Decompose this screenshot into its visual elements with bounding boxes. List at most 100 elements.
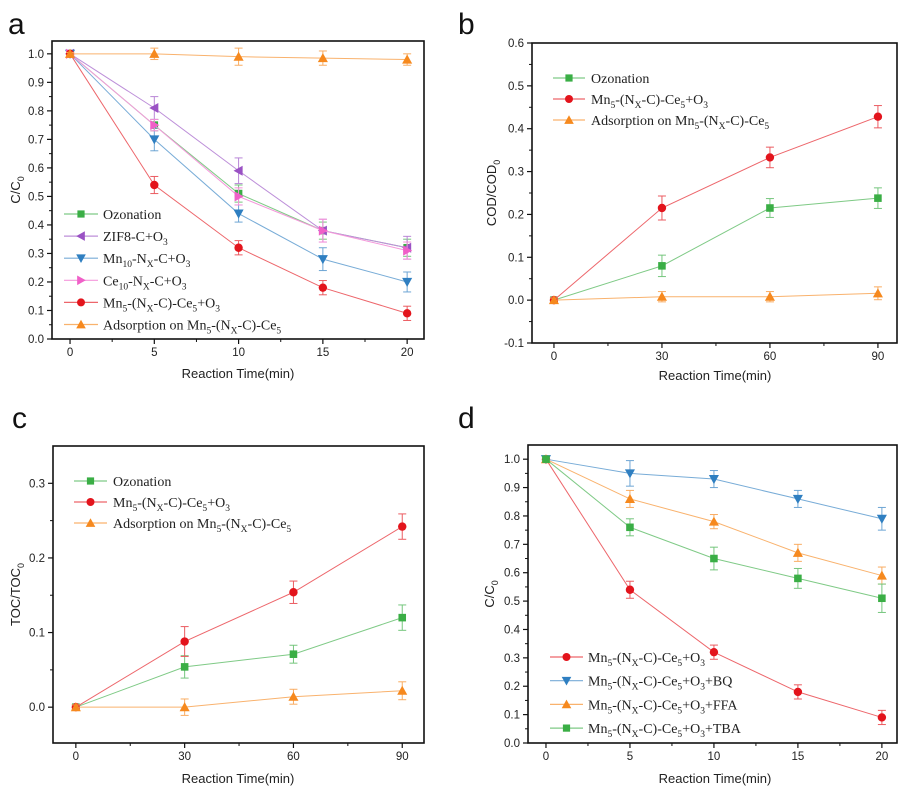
series-3 xyxy=(66,48,413,260)
series-line xyxy=(75,690,403,708)
data-point xyxy=(234,243,243,252)
legend-marker xyxy=(562,724,571,732)
legend-label: Ozonation xyxy=(103,208,161,223)
series-2 xyxy=(70,681,408,716)
data-point xyxy=(542,455,550,463)
legend-marker xyxy=(562,653,571,661)
data-point xyxy=(317,53,328,63)
x-tick-label: 0 xyxy=(543,751,549,763)
data-point xyxy=(709,647,719,657)
series-line xyxy=(553,116,879,301)
x-tick-label: 60 xyxy=(764,351,777,363)
legend-label: Ce10-NX-C+O3 xyxy=(103,274,187,292)
x-axis-label: Reaction Time(min) xyxy=(659,771,772,786)
y-tick-label: 0.4 xyxy=(508,124,525,136)
y-tick-label: 0.8 xyxy=(504,511,520,523)
legend-item: Adsorption on Mn5-(NX-C)-Ce5 xyxy=(64,319,281,337)
data-point xyxy=(179,702,190,712)
x-tick-label: 15 xyxy=(792,751,805,763)
data-point xyxy=(398,522,407,531)
chart-panel-a: 0.0 0.1 0.2 0.3 0.4 0.5 0.6 0.7 0.8 0.9 1.0 0 5 10 15 2… xyxy=(8,40,425,381)
series-3 xyxy=(541,455,886,613)
legend-marker xyxy=(76,319,86,329)
chart-panel-b: -0.1 0.0 0.1 0.2 0.3 0.4 0.5 0.6 0 30 60 90 Reaction… xyxy=(484,38,898,383)
x-tick-label: 10 xyxy=(232,347,245,359)
plot-frame xyxy=(527,444,898,744)
legend-marker xyxy=(564,115,574,124)
data-point xyxy=(289,588,298,597)
data-point xyxy=(149,135,160,145)
y-tick-label: 0.1 xyxy=(508,252,524,264)
data-point xyxy=(658,262,666,270)
x-tick-label: 30 xyxy=(178,751,191,763)
data-point xyxy=(150,180,159,190)
legend-marker xyxy=(85,518,96,527)
legend-marker xyxy=(561,699,572,709)
data-point xyxy=(626,523,634,532)
data-point xyxy=(765,153,775,162)
data-point xyxy=(70,702,81,712)
x-tick-label: 90 xyxy=(872,351,885,363)
data-point xyxy=(764,291,775,301)
legend-item: Mn5-(NX-C)-Ce5+O3 xyxy=(74,496,230,514)
x-tick-label: 15 xyxy=(316,347,329,359)
x-tick-label: 0 xyxy=(67,347,73,359)
legend-item: Ozonation xyxy=(64,208,161,223)
y-tick-label: 0.6 xyxy=(28,163,44,175)
y-tick-label: 0.5 xyxy=(508,81,524,93)
y-axis-label: TOC/TOC0 xyxy=(8,563,26,626)
data-point xyxy=(708,516,719,526)
series-line xyxy=(553,292,878,301)
data-point xyxy=(624,469,635,479)
y-tick-label: 0.7 xyxy=(28,134,44,146)
y-tick-label: 1.0 xyxy=(28,49,44,61)
plot-frame xyxy=(531,42,898,344)
legend-label: Adsorption on Mn5-(NX-C)-Ce5 xyxy=(103,319,281,337)
y-tick-label: 0.9 xyxy=(28,77,44,89)
series-line xyxy=(545,458,882,520)
series-5 xyxy=(64,47,413,66)
data-point xyxy=(180,663,189,671)
x-tick-label: 90 xyxy=(396,751,409,763)
y-tick-label: 0.3 xyxy=(29,478,45,490)
legend-marker xyxy=(561,676,572,686)
data-point xyxy=(874,194,882,202)
data-point xyxy=(318,283,328,292)
y-axis-label: C/C0 xyxy=(8,176,26,203)
series-0 xyxy=(549,187,882,304)
data-point xyxy=(149,48,160,58)
x-tick-label: 20 xyxy=(401,347,414,359)
y-tick-label: 0.0 xyxy=(504,738,520,750)
y-tick-label: 0.2 xyxy=(504,681,520,693)
data-point xyxy=(397,685,408,695)
series-1 xyxy=(64,48,412,260)
x-tick-label: 10 xyxy=(708,751,721,763)
y-tick-label: 0.6 xyxy=(504,568,520,580)
data-point xyxy=(149,102,159,114)
legend-marker xyxy=(77,298,85,307)
x-tick-label: 20 xyxy=(875,751,888,763)
y-tick-label: 0.3 xyxy=(28,248,44,260)
legend-item: Mn5-(NX-C)-Ce5+O3 xyxy=(64,296,220,314)
y-tick-label: 1.0 xyxy=(504,454,520,466)
data-point xyxy=(548,295,559,305)
legend-item: Mn5-(NX-C)-Ce5+O3 xyxy=(553,93,708,111)
legend-label: Adsorption on Mn5-(NX-C)-Ce5 xyxy=(591,114,769,132)
x-tick-label: 30 xyxy=(656,351,669,363)
x-tick-label: 0 xyxy=(551,351,557,363)
y-tick-label: 0.7 xyxy=(504,539,520,551)
y-tick-label: 0.5 xyxy=(504,596,520,608)
series-1 xyxy=(549,105,883,305)
y-tick-label: 0.2 xyxy=(28,277,44,289)
data-point xyxy=(398,613,407,622)
y-tick-label: 0.4 xyxy=(28,220,45,232)
y-tick-label: 0.4 xyxy=(504,624,521,636)
data-point xyxy=(317,255,328,265)
y-tick-label: 0.0 xyxy=(508,295,524,307)
legend-item: Mn5-(NX-C)-Ce5+O3 xyxy=(550,651,705,669)
series-1 xyxy=(71,513,407,712)
data-point xyxy=(288,691,299,701)
data-point xyxy=(710,554,718,563)
y-tick-label: 0.1 xyxy=(29,628,45,640)
x-axis-label: Reaction Time(min) xyxy=(182,771,295,786)
